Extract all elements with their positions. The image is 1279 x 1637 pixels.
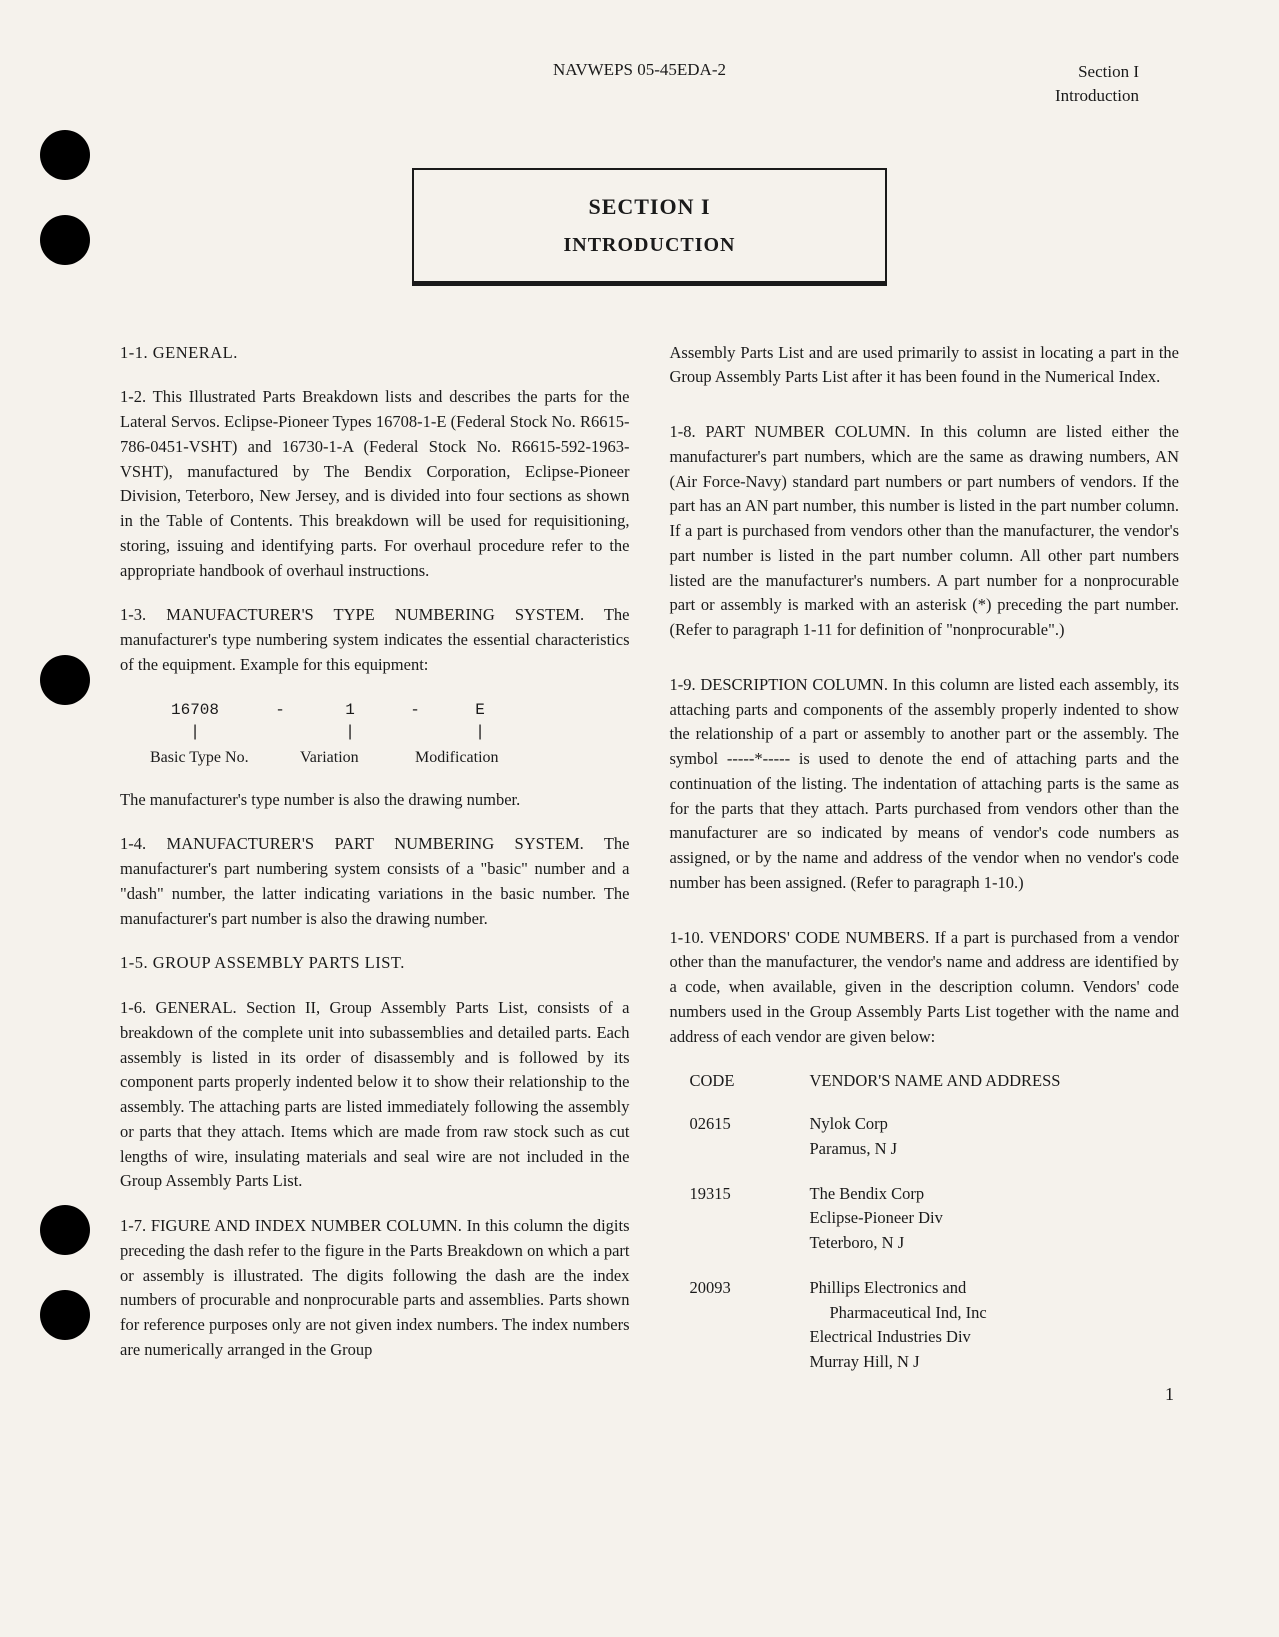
section-title: SECTION I	[438, 194, 861, 220]
vendor-code-header: CODE	[690, 1069, 810, 1094]
vendor-table-header: CODE VENDOR'S NAME AND ADDRESS	[690, 1069, 1180, 1094]
vendor-entry: 20093Phillips Electronics andPharmaceuti…	[690, 1276, 1180, 1375]
paragraph-heading: 1-5. GROUP ASSEMBLY PARTS LIST.	[120, 951, 630, 976]
paragraph: 1-4. MANUFACTURER'S PART NUMBERING SYSTE…	[120, 832, 630, 931]
vendor-code: 20093	[690, 1276, 810, 1375]
paragraph: The manufacturer's type number is also t…	[120, 788, 630, 813]
vendor-info: The Bendix CorpEclipse-Pioneer DivTeterb…	[810, 1182, 1180, 1256]
section-subtitle: INTRODUCTION	[438, 234, 861, 257]
paragraph: 1-8. PART NUMBER COLUMN. In this column …	[670, 420, 1180, 643]
vendor-name-header: VENDOR'S NAME AND ADDRESS	[810, 1069, 1061, 1094]
document-number: NAVWEPS 05-45EDA-2	[553, 60, 726, 80]
paragraph: 1-7. FIGURE AND INDEX NUMBER COLUMN. In …	[120, 1214, 630, 1363]
type-number-diagram: 16708 - 1 - E | | | Basic Type No. Varia…	[150, 698, 630, 770]
vendor-entry: 02615Nylok CorpParamus, N J	[690, 1112, 1180, 1162]
right-column: Assembly Parts List and are used primari…	[670, 341, 1180, 1395]
paragraph-heading: 1-1. GENERAL.	[120, 341, 630, 366]
paragraph: 1-2. This Illustrated Parts Breakdown li…	[120, 385, 630, 583]
vendor-info: Nylok CorpParamus, N J	[810, 1112, 1180, 1162]
section-label: Section I Introduction	[1055, 60, 1139, 108]
paragraph: 1-10. VENDORS' CODE NUMBERS. If a part i…	[670, 926, 1180, 1050]
content-area: 1-1. GENERAL. 1-2. This Illustrated Part…	[120, 341, 1179, 1395]
paragraph: Assembly Parts List and are used primari…	[670, 341, 1180, 391]
vendor-code: 02615	[690, 1112, 810, 1162]
left-column: 1-1. GENERAL. 1-2. This Illustrated Part…	[120, 341, 630, 1395]
section-title-box: SECTION I INTRODUCTION	[412, 168, 887, 286]
vendor-code: 19315	[690, 1182, 810, 1256]
paragraph: 1-9. DESCRIPTION COLUMN. In this column …	[670, 673, 1180, 896]
page-header: NAVWEPS 05-45EDA-2 Section I Introductio…	[120, 60, 1179, 108]
paragraph: 1-3. MANUFACTURER'S TYPE NUMBERING SYSTE…	[120, 603, 630, 677]
vendor-entry: 19315The Bendix CorpEclipse-Pioneer DivT…	[690, 1182, 1180, 1256]
vendors-list: 02615Nylok CorpParamus, N J19315The Bend…	[670, 1112, 1180, 1375]
paragraph: 1-6. GENERAL. Section II, Group Assembly…	[120, 996, 630, 1194]
vendor-info: Phillips Electronics andPharmaceutical I…	[810, 1276, 1180, 1375]
page-number: 1	[1165, 1384, 1174, 1405]
